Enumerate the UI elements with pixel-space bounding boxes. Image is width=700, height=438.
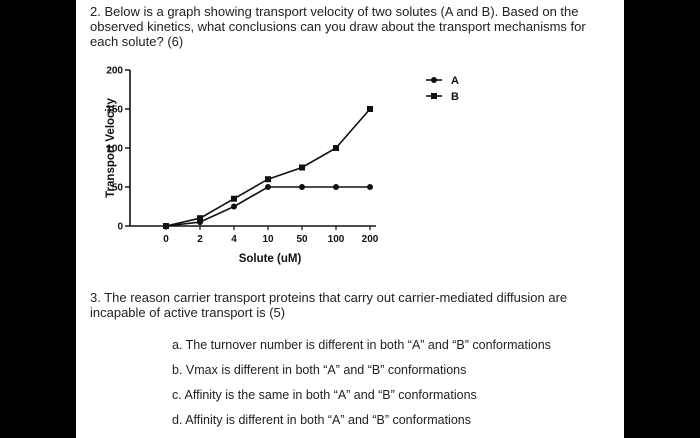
series-A-point bbox=[367, 184, 373, 190]
series-B-point bbox=[163, 223, 169, 229]
series-B-point bbox=[333, 145, 339, 151]
y-tick-label: 50 bbox=[112, 183, 124, 194]
y-tick-label: 0 bbox=[117, 222, 123, 233]
question-2-text: 2. Below is a graph showing transport ve… bbox=[90, 4, 586, 49]
y-axis-title: Transport Velocity bbox=[105, 98, 117, 198]
option-a[interactable]: a. The turnover number is different in b… bbox=[172, 338, 551, 352]
document-page: 2. Below is a graph showing transport ve… bbox=[76, 0, 624, 438]
legend-swatch-marker bbox=[431, 77, 437, 83]
series-A-line bbox=[165, 186, 370, 227]
series-A-point bbox=[265, 184, 271, 190]
x-tick-label: 2 bbox=[197, 234, 203, 245]
series-B-point bbox=[299, 164, 305, 171]
y-tick-label: 200 bbox=[106, 66, 123, 77]
x-tick-label: 0 bbox=[163, 234, 169, 245]
x-tick-label: 50 bbox=[296, 234, 308, 245]
legend-label: A bbox=[451, 75, 459, 87]
series-B-point bbox=[197, 215, 203, 222]
x-tick-label: 200 bbox=[362, 234, 379, 245]
option-b[interactable]: b. Vmax is different in both “A” and “B”… bbox=[172, 363, 467, 377]
legend-swatch-marker bbox=[431, 93, 437, 99]
x-tick-label: 10 bbox=[262, 234, 274, 245]
question-3-options: a. The turnover number is different in b… bbox=[172, 338, 612, 438]
y-tick-label: 150 bbox=[106, 105, 123, 116]
option-c[interactable]: c. Affinity is the same in both “A” and … bbox=[172, 388, 477, 402]
series-A-point bbox=[299, 184, 305, 190]
y-tick-label: 100 bbox=[106, 144, 123, 155]
transport-velocity-chart: 0 50 100 150 200 0 2 4 10 50 100 200 Solute (uM) Tran… bbox=[105, 66, 459, 266]
series-B-point bbox=[265, 176, 271, 183]
x-tick-label: 4 bbox=[231, 234, 237, 245]
series-B-line bbox=[165, 108, 371, 227]
question-3-text: 3. The reason carrier transport proteins… bbox=[90, 290, 568, 320]
series-B-point bbox=[367, 106, 373, 112]
x-axis-title: Solute (uM) bbox=[239, 253, 302, 265]
series-A-point bbox=[231, 203, 237, 210]
series-A-point bbox=[333, 184, 339, 190]
x-tick-label: 100 bbox=[328, 234, 345, 245]
legend-label: B bbox=[451, 91, 459, 103]
option-d[interactable]: d. Affinity is different in both “A” and… bbox=[172, 413, 471, 427]
series-B-point bbox=[231, 195, 237, 202]
